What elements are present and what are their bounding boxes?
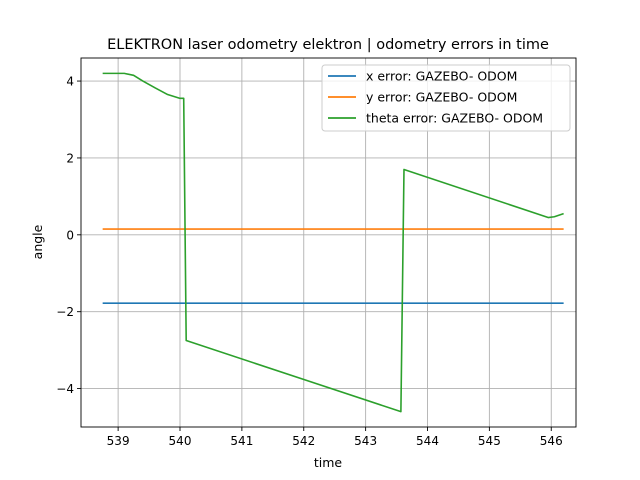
x-tick-label: 540: [169, 434, 192, 448]
x-tick-label: 543: [354, 434, 377, 448]
x-tick-label: 545: [478, 434, 501, 448]
y-tick-label: 2: [66, 151, 74, 165]
y-axis-label: angle: [30, 224, 45, 259]
axis-ticks: 539 540 541 542 543 544 545 546 −4 −2 0 2 4: [56, 75, 562, 448]
x-axis-label: time: [314, 455, 343, 470]
legend-label-x-error: x error: GAZEBO- ODOM: [366, 69, 517, 84]
x-tick-label: 542: [292, 434, 315, 448]
legend-label-theta-error: theta error: GAZEBO- ODOM: [366, 111, 543, 126]
chart-title: ELEKTRON laser odometry elektron | odome…: [107, 37, 549, 53]
theta-error-line: [102, 72, 564, 413]
legend-box: [321, 64, 571, 132]
series-lines: [102, 72, 564, 413]
y-tick-label: 0: [66, 228, 74, 242]
x-tick-label: 546: [540, 434, 563, 448]
plot-frame: [80, 57, 577, 428]
y-tick-label: −4: [56, 382, 74, 396]
x-tick-label: 541: [230, 434, 253, 448]
y-tick-label: −2: [56, 305, 74, 319]
legend-label-y-error: y error: GAZEBO- ODOM: [366, 90, 517, 105]
legend: x error: GAZEBO- ODOM y error: GAZEBO- O…: [321, 64, 571, 132]
x-tick-label: 539: [107, 434, 130, 448]
x-tick-label: 544: [416, 434, 439, 448]
y-tick-label: 4: [66, 75, 74, 89]
